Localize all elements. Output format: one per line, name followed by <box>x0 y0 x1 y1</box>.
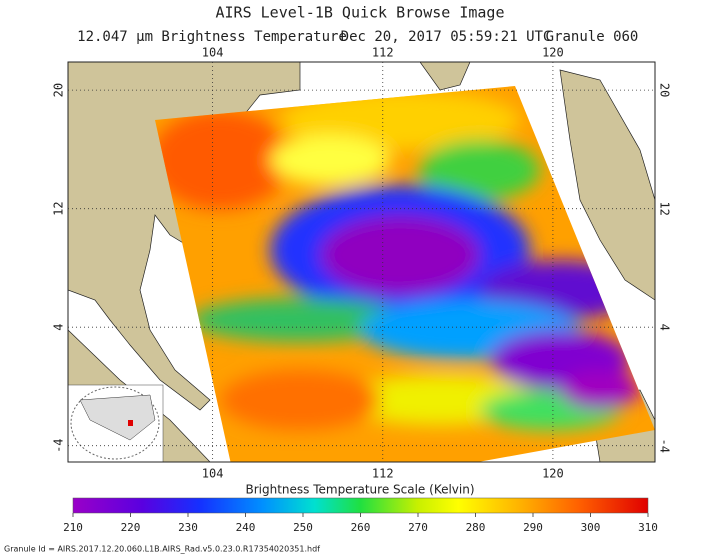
lat-label-right: -4 <box>658 438 672 452</box>
subtitle-band: 12.047 µm Brightness Temperature <box>77 29 347 45</box>
colorbar-tick-label: 250 <box>293 521 313 534</box>
map-frame <box>67 61 656 463</box>
lon-label-top: 104 <box>202 46 224 60</box>
colorbar-title: Brightness Temperature Scale (Kelvin) <box>245 483 474 497</box>
colorbar-tick-label: 240 <box>236 521 256 534</box>
lon-label-bottom: 104 <box>202 467 224 481</box>
lon-label-top: 112 <box>372 46 394 60</box>
colorbar-tick-label: 270 <box>408 521 428 534</box>
colorbar-tick-label: 260 <box>351 521 371 534</box>
colorbar-tick-label: 230 <box>178 521 198 534</box>
colorbar-tick-label: 210 <box>63 521 83 534</box>
lat-label-right: 20 <box>658 83 672 97</box>
land <box>419 62 471 91</box>
graticule: 104 104 112 112 120 120 20 20 12 12 4 4 -4 -4 <box>52 46 672 481</box>
map-area <box>68 62 655 462</box>
lon-label-bottom: 112 <box>372 467 394 481</box>
lat-label-right: 4 <box>658 324 672 331</box>
colorbar-tick-label: 220 <box>121 521 141 534</box>
colorbar-tick-label: 310 <box>638 521 658 534</box>
lat-label-left: 20 <box>52 83 66 97</box>
subtitle-time: Dec 20, 2017 05:59:21 UTC <box>341 29 552 45</box>
colorbar-tick-label: 280 <box>466 521 486 534</box>
lon-label-top: 120 <box>542 46 564 60</box>
colorbar-tick-label: 290 <box>523 521 543 534</box>
title: AIRS Level-1B Quick Browse Image <box>216 4 505 22</box>
colorbar <box>72 497 649 514</box>
locator-inset <box>68 384 164 462</box>
subtitle-granule: Granule 060 <box>546 29 639 45</box>
granule-id: Granule Id = AIRS.2017.12.20.060.L1B.AIR… <box>4 545 320 554</box>
lon-label-bottom: 120 <box>542 467 564 481</box>
land <box>559 69 655 301</box>
lat-label-left: -4 <box>52 438 66 452</box>
colorbar-tick-label: 300 <box>581 521 601 534</box>
lat-label-left: 4 <box>52 324 66 331</box>
lat-label-left: 12 <box>52 201 66 215</box>
lat-label-right: 12 <box>658 201 672 215</box>
